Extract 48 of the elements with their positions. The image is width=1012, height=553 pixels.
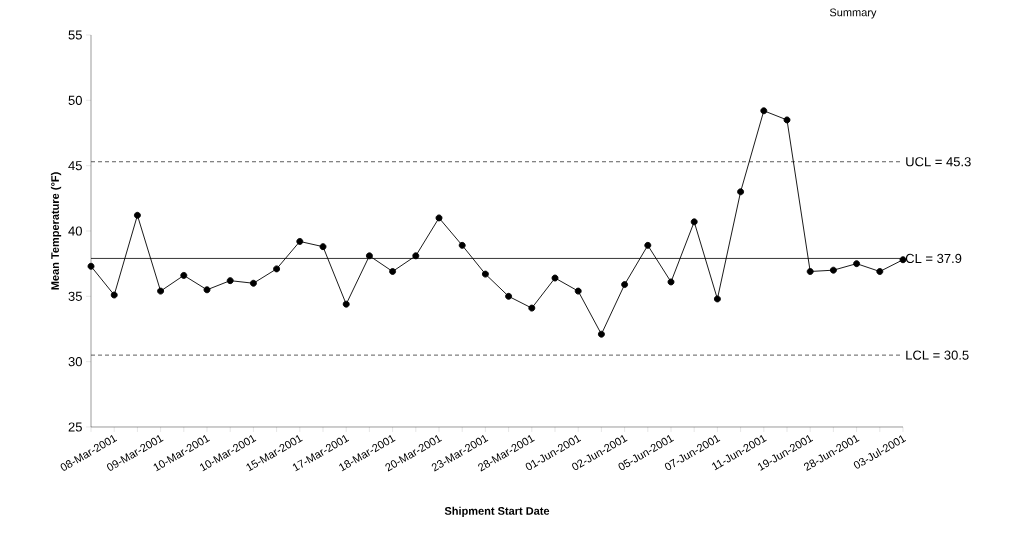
- point: [249, 279, 257, 287]
- text: Summary: [829, 8, 877, 19]
- point: [365, 252, 373, 260]
- ref-line-label: LCL = 30.5: [906, 350, 969, 360]
- point: [458, 241, 466, 249]
- point: [505, 292, 513, 300]
- point: [574, 287, 582, 295]
- point: [296, 237, 304, 245]
- y-tick-label: 45: [68, 161, 82, 171]
- ref-line-label: CL = 37.9: [905, 253, 962, 264]
- y-axis-title: Mean Temperature (°F): [50, 172, 62, 290]
- point: [389, 268, 397, 275]
- point: [760, 107, 768, 115]
- point: [481, 270, 489, 278]
- point: [597, 330, 605, 338]
- y-tick-label: 50: [68, 95, 82, 105]
- point: [273, 265, 281, 273]
- point: [435, 214, 443, 222]
- y-tick-label: 55: [68, 30, 82, 40]
- point: [319, 243, 327, 251]
- point: [876, 268, 884, 275]
- point: [342, 300, 350, 308]
- point: [806, 268, 814, 275]
- point: [621, 281, 629, 289]
- point: [690, 218, 698, 226]
- x-axis-title: Shipment Start Date: [444, 506, 550, 517]
- point: [528, 304, 536, 312]
- point: [551, 274, 559, 282]
- point: [157, 287, 165, 295]
- ref-line-label: UCL = 45.3: [906, 157, 971, 167]
- point: [412, 252, 420, 260]
- y-tick-label: 40: [68, 226, 82, 236]
- point: [783, 116, 791, 124]
- point: [713, 295, 721, 303]
- point: [829, 266, 837, 274]
- point: [203, 286, 211, 294]
- point: [644, 241, 652, 249]
- y-tick-label: 35: [68, 291, 82, 301]
- point: [226, 277, 234, 285]
- point: [110, 291, 118, 299]
- point: [133, 211, 141, 219]
- point: [853, 260, 861, 268]
- y-tick-label: 25: [68, 422, 82, 432]
- y-tick-label: 30: [68, 357, 82, 367]
- point: [667, 278, 675, 286]
- point: [180, 271, 188, 279]
- point: [87, 262, 95, 270]
- point: [737, 188, 745, 196]
